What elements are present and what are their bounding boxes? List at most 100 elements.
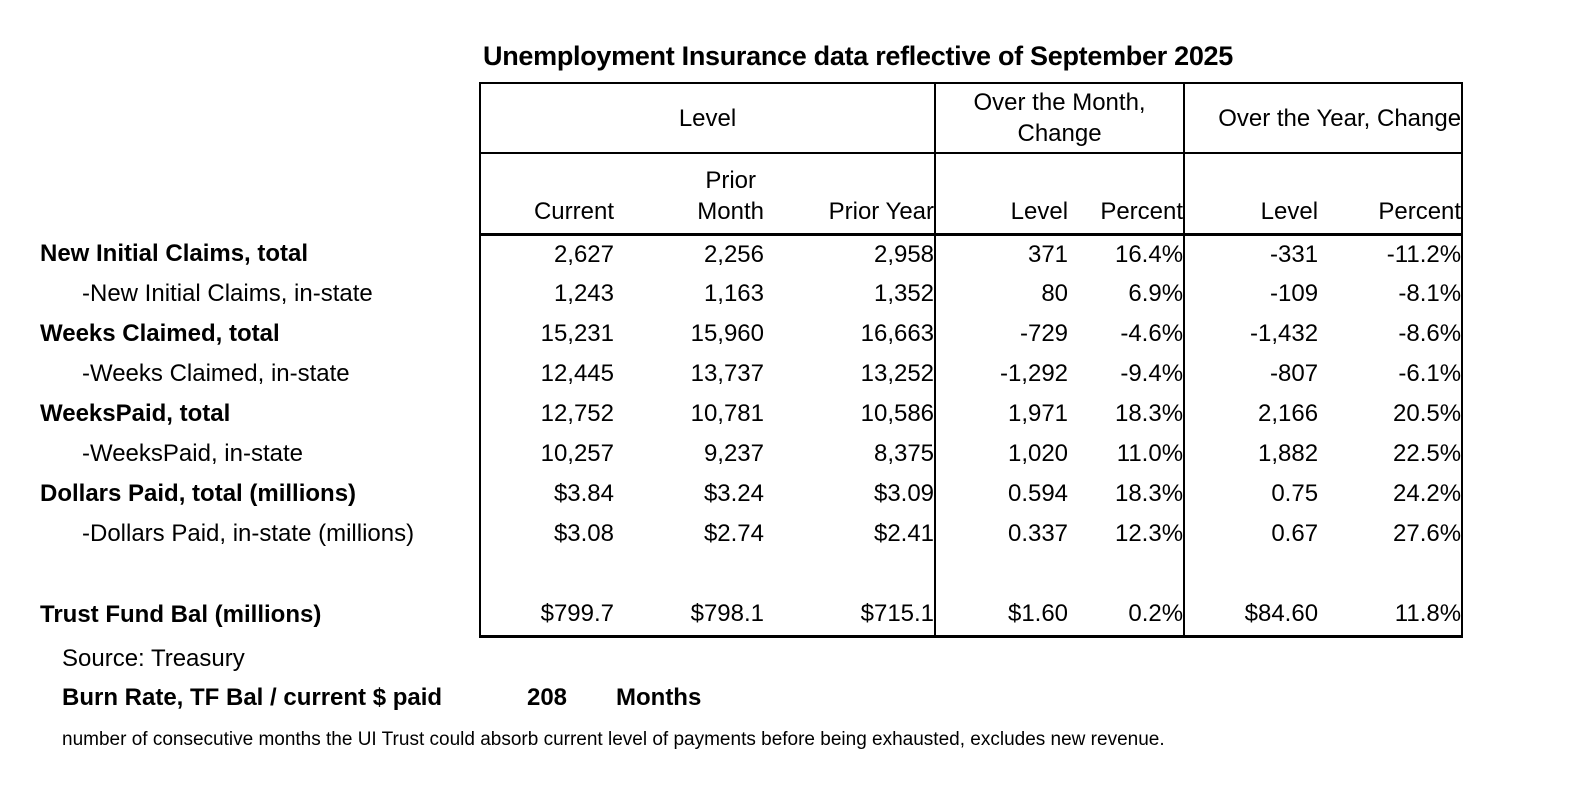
row-label: -New Initial Claims, in-state — [82, 280, 373, 307]
cell-oty-percent: 24.2% — [1318, 474, 1464, 514]
row-label: Trust Fund Bal (millions) — [40, 601, 322, 628]
cell-prior-year: $2.41 — [873, 520, 935, 547]
group-header-level: Level — [478, 82, 936, 154]
cell-oty-percent: 27.6% — [1318, 514, 1464, 554]
cell-otm-level: 1,971 — [934, 394, 1069, 434]
cell-otm-level: $1.60 — [934, 594, 1069, 638]
table-row: Dollars Paid, total (millions) $3.84 $3.… — [40, 474, 1464, 514]
cell-oty-percent: 22.5% — [1318, 434, 1464, 474]
cell-current: 2,627 — [479, 234, 614, 274]
cell-oty-percent: 11.8% — [1318, 594, 1464, 638]
footnote: number of consecutive months the UI Trus… — [62, 729, 1165, 750]
row-label: -Dollars Paid, in-state (millions) — [82, 520, 415, 547]
table-row: Weeks Claimed, total 15,231 15,960 16,66… — [40, 314, 1464, 354]
cell-current: 15,231 — [479, 314, 614, 354]
source-note: Source: Treasury — [62, 645, 245, 672]
cell-otm-percent: 18.3% — [1114, 480, 1184, 507]
cell-prior-month: 2,256 — [703, 240, 764, 268]
cell-prior-year: $715.1 — [764, 594, 936, 638]
col-header-oty-level: Level — [1183, 153, 1319, 236]
cell-otm-level: -729 — [934, 314, 1069, 354]
col-header-prior-month-line1: Prior — [705, 166, 756, 194]
corner-spacer — [40, 83, 480, 153]
cell-oty-level: $84.60 — [1183, 594, 1319, 638]
table-row: -Dollars Paid, in-state (millions) $3.08… — [40, 514, 1464, 554]
cell-prior-month: 10,781 — [690, 400, 764, 427]
cell-otm-level: 0.337 — [934, 514, 1069, 554]
cell-oty-level: -807 — [1183, 354, 1319, 394]
cell-current: 1,243 — [479, 274, 614, 314]
table-row: -New Initial Claims, in-state 1,243 1,16… — [40, 274, 1464, 314]
cell-prior-year: 2,958 — [873, 240, 935, 268]
table-row: -Weeks Claimed, in-state 12,445 13,737 1… — [40, 354, 1464, 394]
cell-otm-percent: 6.9% — [1128, 280, 1184, 307]
table-row: -WeeksPaid, in-state 10,257 9,237 8,375 … — [40, 434, 1464, 474]
cell-otm-percent: 16.4% — [1114, 240, 1184, 268]
ui-data-table: Level Over the Month, Change Over the Ye… — [40, 82, 1464, 638]
spacer-row — [40, 554, 1464, 594]
cell-prior-year: 10,586 — [860, 400, 935, 427]
cell-current: 10,257 — [479, 434, 614, 474]
cell-prior-year: 1,352 — [873, 280, 935, 307]
cell-prior-month: $3.24 — [703, 480, 764, 507]
cell-prior-year: 13,252 — [860, 360, 935, 387]
cell-prior-month: $798.1 — [614, 594, 764, 638]
cell-oty-level: -1,432 — [1183, 314, 1319, 354]
col-header-otm-level: Level — [934, 153, 1069, 236]
cell-oty-level: 2,166 — [1183, 394, 1319, 434]
cell-prior-month: $2.74 — [703, 520, 764, 547]
col-header-oty-percent: Percent — [1318, 153, 1464, 236]
trust-fund-row: Trust Fund Bal (millions) $799.7 $798.1 … — [40, 594, 1464, 638]
cell-prior-month: 15,960 — [690, 320, 764, 347]
burn-rate-label: Burn Rate, TF Bal / current $ paid — [62, 684, 443, 711]
cell-prior-year: 16,663 — [860, 320, 935, 347]
row-label: WeeksPaid, total — [40, 400, 231, 427]
cell-otm-level: 371 — [934, 234, 1069, 274]
table-row: WeeksPaid, total 12,752 10,781 10,586 1,… — [40, 394, 1464, 434]
cell-otm-percent: 11.0% — [1116, 440, 1184, 467]
cell-oty-level: 0.75 — [1183, 474, 1319, 514]
cell-prior-year: $3.09 — [873, 480, 935, 507]
cell-prior-month: 9,237 — [703, 440, 764, 467]
cell-oty-percent: -8.1% — [1318, 274, 1464, 314]
cell-current: $799.7 — [479, 594, 614, 638]
burn-rate-value: 208 — [526, 684, 568, 711]
row-label: New Initial Claims, total — [40, 240, 309, 267]
cell-oty-percent: 20.5% — [1318, 394, 1464, 434]
cell-current: 12,752 — [479, 394, 614, 434]
cell-otm-level: 1,020 — [934, 434, 1069, 474]
cell-otm-percent: 12.3% — [1114, 520, 1184, 547]
row-label: -Weeks Claimed, in-state — [82, 360, 350, 387]
row-label: Dollars Paid, total (millions) — [40, 480, 357, 507]
cell-otm-level: 80 — [934, 274, 1069, 314]
cell-oty-level: -109 — [1183, 274, 1319, 314]
cell-prior-month: 1,163 — [703, 280, 764, 307]
cell-oty-level: 1,882 — [1183, 434, 1319, 474]
col-header-otm-percent: Percent — [1068, 153, 1185, 236]
cell-oty-percent: -11.2% — [1318, 234, 1464, 274]
cell-otm-percent: 18.3% — [1114, 400, 1184, 427]
cell-otm-percent: 0.2% — [1068, 594, 1185, 638]
col-header-prior-month-line2: Month — [697, 197, 764, 225]
cell-prior-month: 13,737 — [690, 360, 764, 387]
table-row: New Initial Claims, total 2,627 2,256 2,… — [40, 234, 1464, 274]
cell-prior-year: 8,375 — [873, 440, 935, 467]
group-header-over-month-line2: Change — [1017, 120, 1102, 147]
group-header-over-year: Over the Year, Change — [1183, 82, 1464, 154]
group-header-over-month-line1: Over the Month, — [973, 89, 1146, 116]
row-label: Weeks Claimed, total — [40, 320, 280, 347]
cell-otm-level: -1,292 — [934, 354, 1069, 394]
group-header-over-month: Over the Month, Change — [934, 82, 1185, 154]
cell-otm-percent: -4.6% — [1120, 320, 1184, 347]
cell-otm-percent: -9.4% — [1120, 360, 1184, 387]
cell-current: $3.08 — [479, 514, 614, 554]
page-title: Unemployment Insurance data reflective o… — [483, 41, 1233, 71]
cell-oty-level: 0.67 — [1183, 514, 1319, 554]
col-header-prior-month: Prior Month — [614, 153, 764, 236]
col-header-current: Current — [479, 153, 614, 236]
cell-current: $3.84 — [479, 474, 614, 514]
cell-otm-level: 0.594 — [934, 474, 1069, 514]
burn-rate-unit: Months — [616, 684, 702, 711]
header-spacer — [40, 153, 480, 234]
